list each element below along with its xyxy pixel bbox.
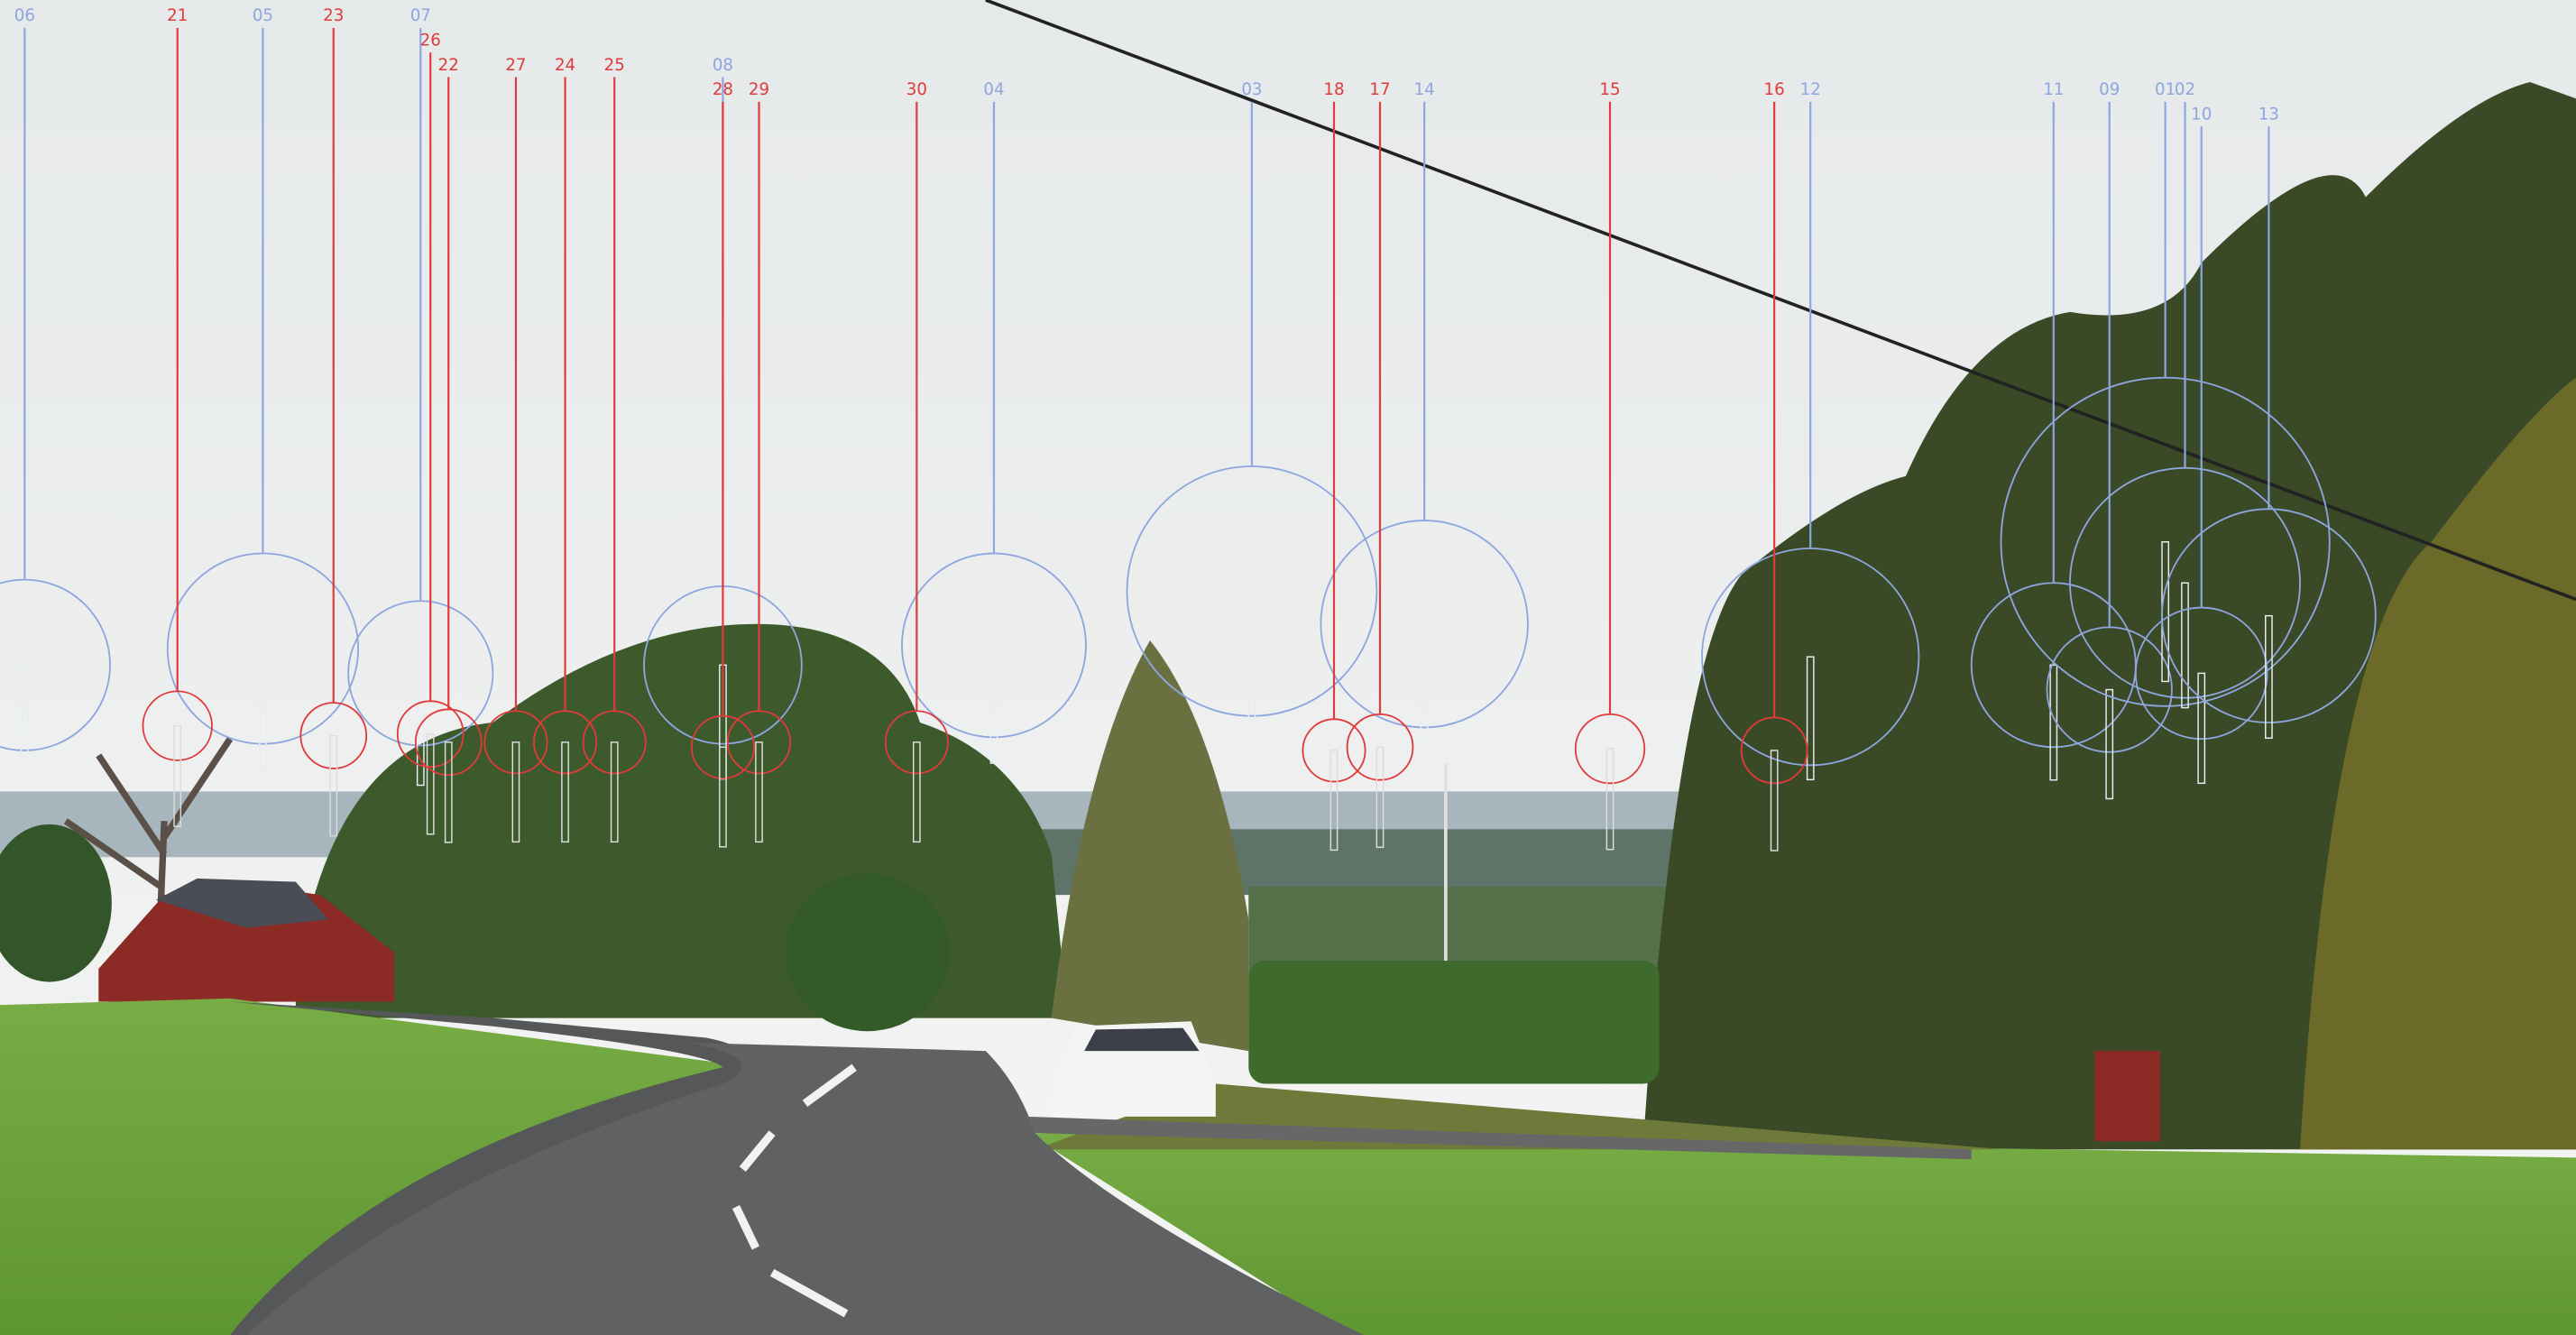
marker-label: 17 bbox=[1369, 80, 1390, 99]
marker-label: 08 bbox=[713, 56, 733, 75]
marker-label: 23 bbox=[323, 6, 344, 25]
marker-label: 21 bbox=[167, 6, 188, 25]
marker-label: 14 bbox=[1414, 80, 1435, 99]
marker-label: 05 bbox=[253, 6, 273, 25]
photomontage: 06 05 07 08 04 03 14 12 11 09 0102 10 13 21 23 26 22 27 24… bbox=[0, 0, 2576, 1335]
marker-label: 26 bbox=[420, 32, 441, 51]
marker-label: 10 bbox=[2191, 105, 2212, 124]
marker-label: 25 bbox=[604, 56, 625, 75]
car-window bbox=[1084, 1028, 1200, 1051]
marker-label: 15 bbox=[1599, 80, 1620, 99]
marker-label: 22 bbox=[438, 56, 459, 75]
marker-label: 02 bbox=[2175, 80, 2195, 99]
marker-label: 04 bbox=[983, 80, 1004, 99]
marker-label: 16 bbox=[1764, 80, 1785, 99]
marker-label: 03 bbox=[1241, 80, 1262, 99]
red-shed bbox=[2094, 1051, 2160, 1141]
hedge bbox=[1248, 961, 1659, 1084]
marker-label: 11 bbox=[2043, 80, 2064, 99]
marker-label: 09 bbox=[2099, 80, 2120, 99]
marker-label: 27 bbox=[505, 56, 526, 75]
marker-label: 28 bbox=[713, 80, 733, 99]
marker-label: 13 bbox=[2259, 105, 2279, 124]
marker-label: 06 bbox=[14, 6, 35, 25]
marker-label: 07 bbox=[410, 6, 431, 25]
marker-label: 30 bbox=[906, 80, 927, 99]
marker-label: 01 bbox=[2155, 80, 2176, 99]
tree bbox=[786, 873, 950, 1031]
marker-label: 18 bbox=[1323, 80, 1344, 99]
marker-label: 29 bbox=[749, 80, 769, 99]
page: {"markers": [ {"label": "06", "color": "… bbox=[0, 0, 2576, 1335]
marker-label: 24 bbox=[555, 56, 575, 75]
marker-label: 12 bbox=[1800, 80, 1821, 99]
